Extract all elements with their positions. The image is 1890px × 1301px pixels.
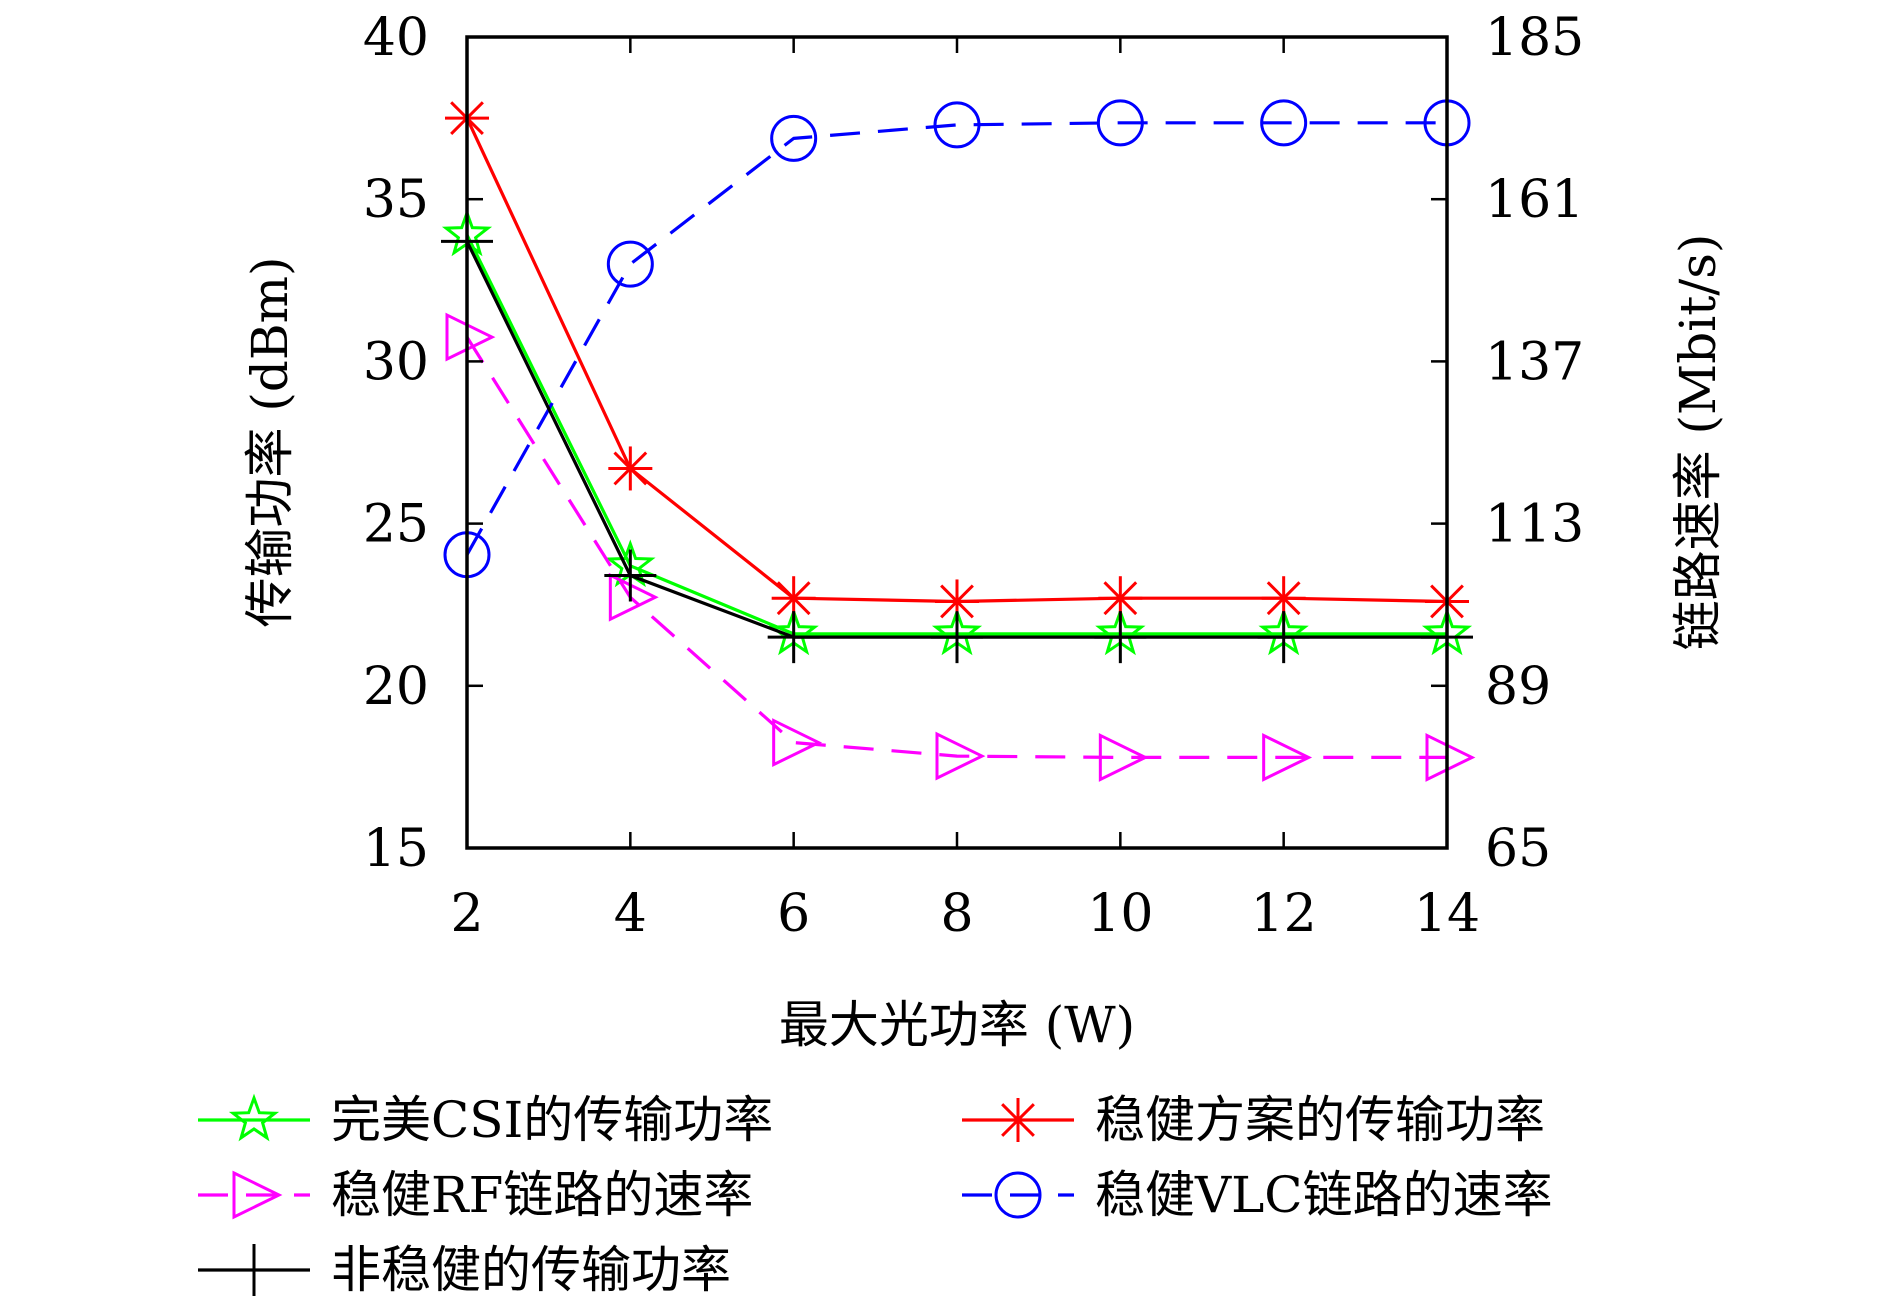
y-tick-label-left: 40 <box>363 8 429 68</box>
data-point <box>935 731 986 781</box>
x-tick-label: 6 <box>777 884 810 944</box>
marker-shape <box>445 312 496 362</box>
data-point <box>1262 733 1313 782</box>
marker-stroke <box>776 581 811 616</box>
legend-label: 完美CSI的传输功率 <box>331 1091 773 1149</box>
x-tick-label: 10 <box>1087 884 1153 944</box>
marker-shape <box>1262 733 1313 782</box>
y-tick-label-right: 161 <box>1485 170 1584 230</box>
x-axis-title: 最大光功率 (W) <box>779 996 1135 1054</box>
marker-shape <box>608 572 659 622</box>
data-point <box>1094 611 1147 664</box>
data-point <box>608 446 653 491</box>
data-point <box>767 611 820 664</box>
legend-marker <box>228 1093 280 1142</box>
legend-item: 完美CSI的传输功率 <box>198 1091 773 1149</box>
y-axis-title-left: 传输功率 (dBm) <box>241 256 299 627</box>
data-point <box>1425 733 1476 782</box>
series-line <box>465 117 1448 604</box>
y-tick-label-left: 20 <box>363 657 429 717</box>
data-point <box>770 114 818 162</box>
x-tick-label: 4 <box>614 884 647 944</box>
y-tick-label-right: 137 <box>1485 332 1584 392</box>
data-point <box>608 572 659 622</box>
legend-marker <box>994 1171 1042 1219</box>
data-point <box>1098 733 1149 782</box>
marker-shape <box>1098 733 1149 782</box>
y-axis-title-right: 链路速率 (Mbit/s) <box>1669 234 1727 651</box>
legend-label: 稳健VLC链路的速率 <box>1095 1166 1553 1224</box>
y-tick-label-right: 89 <box>1485 657 1551 717</box>
x-tick-label: 14 <box>1414 884 1480 944</box>
y-tick-label-right: 185 <box>1485 8 1584 68</box>
data-point <box>604 549 657 602</box>
legend-marker <box>228 1244 280 1296</box>
y-tick-label-right: 113 <box>1485 495 1584 555</box>
legend-label: 稳健方案的传输功率 <box>1095 1091 1545 1149</box>
marker-stroke <box>940 584 974 619</box>
marker-shape <box>933 101 981 149</box>
marker-shape <box>772 718 823 767</box>
data-point <box>772 718 823 767</box>
legend-item: 非稳健的传输功率 <box>198 1241 731 1299</box>
x-tick-label: 2 <box>450 884 483 944</box>
marker-stroke <box>1103 581 1138 616</box>
x-tick-label: 8 <box>940 884 973 944</box>
marker-shape <box>994 1171 1042 1219</box>
data-point <box>445 312 496 362</box>
legend-marker <box>996 1098 1040 1142</box>
marker-shape <box>770 114 818 162</box>
marker-stroke <box>1266 581 1301 616</box>
ticks-layer: 2 4 6 8 10 12 14 15 20 25 30 35 40 65 89 113 137 161 185 <box>363 8 1584 944</box>
data-point <box>606 240 654 288</box>
y-tick-label-right: 65 <box>1485 819 1551 879</box>
series-line <box>465 121 1447 556</box>
legend-marker <box>232 1170 283 1220</box>
marker-shape <box>606 240 654 288</box>
marker-stroke <box>1001 1103 1035 1137</box>
legend-item: 稳健RF链路的速率 <box>198 1166 753 1224</box>
data-point <box>1260 99 1308 147</box>
y-tick-label-left: 15 <box>363 819 429 879</box>
marker-stroke <box>613 451 648 486</box>
series <box>441 215 1473 664</box>
series-layer <box>441 96 1476 782</box>
data-point <box>933 101 981 149</box>
marker-shape <box>232 1170 283 1220</box>
marker-shape <box>935 731 986 781</box>
y-tick-label-left: 25 <box>363 495 429 555</box>
y-tick-label-left: 30 <box>363 332 429 392</box>
marker-shape <box>1260 99 1308 147</box>
marker-shape <box>1096 99 1144 147</box>
data-point <box>1257 611 1310 664</box>
data-point <box>1096 99 1144 147</box>
legend-label: 稳健RF链路的速率 <box>331 1166 753 1224</box>
series <box>443 99 1471 579</box>
legend-item: 稳健VLC链路的速率 <box>962 1166 1553 1224</box>
legend-item: 稳健方案的传输功率 <box>962 1091 1545 1149</box>
data-point <box>931 611 983 664</box>
marker-shape <box>1425 733 1476 782</box>
y-tick-label-left: 35 <box>363 170 429 230</box>
marker-shape <box>228 1093 280 1142</box>
plot-frame <box>465 35 1449 850</box>
series-line <box>465 336 1447 760</box>
series <box>445 312 1476 782</box>
x-tick-label: 12 <box>1251 884 1317 944</box>
legend-label: 非稳健的传输功率 <box>331 1241 731 1299</box>
